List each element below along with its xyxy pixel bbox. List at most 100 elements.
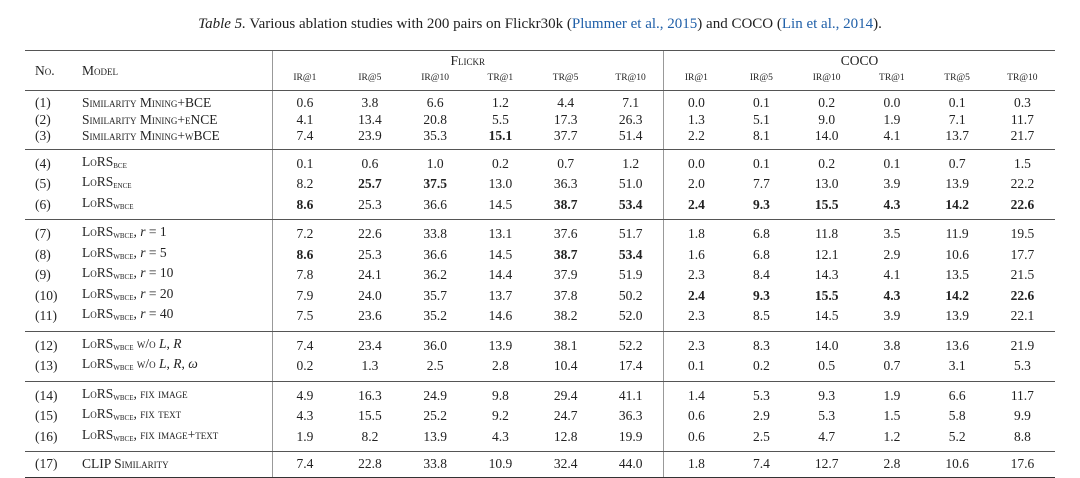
value: 14.5 — [488, 246, 513, 262]
coco-value-cell: 11.7 — [990, 112, 1055, 129]
flickr-value-cell: 7.4 — [271, 128, 338, 150]
model-name-part: , — [133, 285, 141, 301]
table-row: (3) Similarity Mining+wBCE 7.4 23.9 35.3 15.1… — [25, 128, 1055, 150]
model-name-part: r — [140, 306, 146, 321]
value: 36.3 — [553, 176, 578, 191]
coco-value-cell: 2.4 — [662, 285, 729, 306]
value: 3.5 — [883, 226, 901, 241]
best-value: 38.7 — [553, 196, 578, 212]
value: 0.6 — [296, 95, 314, 110]
coco-value-cell: 13.9 — [924, 306, 990, 332]
model-name: Similarity Mining+eNCE — [82, 112, 272, 129]
model-name-part: w/o — [133, 356, 159, 371]
model-name-part: , — [133, 224, 141, 239]
coco-value-cell: 0.6 — [662, 406, 729, 427]
flickr-value-cell: 0.2 — [468, 149, 533, 174]
coco-value-cell: 5.3 — [794, 406, 859, 427]
coco-value-cell: 9.3 — [794, 381, 859, 406]
value: 19.5 — [1010, 226, 1035, 241]
value: 6.6 — [426, 95, 444, 110]
value: 36.0 — [423, 337, 447, 353]
flickr-value-cell: 7.9 — [271, 285, 338, 306]
model-name-part: wbce — [113, 433, 134, 444]
citation-link-plummer[interactable]: Plummer et al., 2015 — [571, 16, 698, 32]
model-name-part: LoRS — [82, 356, 114, 371]
coco-value-cell: 8.3 — [729, 331, 794, 356]
row-group: (4) LoRSbce 0.1 0.6 1.0 0.2 0.7 1.2 0.0 0.1 0.2 0.1… — [25, 149, 1055, 220]
value: 13.0 — [814, 176, 839, 191]
coco-value-cell: 21.7 — [989, 128, 1055, 150]
model-name: LoRSwbce w/o L, R, ω — [82, 356, 272, 382]
coco-value-cell: 0.0 — [662, 90, 729, 112]
flickr-value-cell: 25.3 — [337, 245, 402, 266]
flickr-value-cell: 6.6 — [403, 91, 468, 112]
flickr-value-cell: 12.8 — [533, 426, 599, 452]
flickr-value-cell: 8.6 — [271, 194, 338, 220]
value: 14.4 — [488, 267, 513, 282]
model-name-part: wbce — [113, 413, 134, 423]
model-name: LoRSwbce, r = 20 — [82, 286, 272, 307]
value: 1.2 — [883, 428, 901, 444]
best-value: 22.6 — [1010, 196, 1035, 212]
coco-value-cell: 4.3 — [859, 286, 924, 307]
flickr-value-cell: 13.9 — [468, 331, 533, 356]
value: 5.5 — [491, 111, 509, 127]
flickr-value-cell: 32.4 — [533, 451, 599, 478]
value: 24.7 — [553, 408, 578, 423]
coco-value-cell: 8.4 — [729, 265, 794, 286]
value: 4.1 — [883, 267, 901, 282]
value: 0.0 — [687, 155, 705, 171]
flickr-value-cell: 51.7 — [598, 220, 663, 245]
coco-value-cell: 4.1 — [859, 265, 924, 286]
value: 2.5 — [752, 428, 770, 444]
flickr-value-cell: 4.3 — [467, 426, 533, 452]
value: 14.3 — [814, 267, 839, 282]
model-name-part: wbce — [113, 272, 134, 282]
flickr-value-cell: 4.4 — [533, 91, 598, 112]
value: 14.0 — [814, 128, 839, 143]
value: 10.6 — [945, 456, 969, 471]
table-row: (6) LoRSwbce 8.6 25.3 36.6 14.5 38.7 53.4 2.4 9.3… — [25, 194, 1055, 220]
flickr-value-cell: 20.8 — [403, 112, 468, 129]
table-row: (9) LoRSwbce, r = 10 7.8 24.1 36.2 14.4 37.9 51… — [25, 265, 1055, 286]
best-value: 14.2 — [945, 196, 969, 212]
value: 25.3 — [358, 196, 382, 212]
model-name-part: r — [140, 244, 146, 260]
value: 1.3 — [361, 358, 379, 373]
coco-value-cell: 0.2 — [794, 149, 859, 174]
header-metric: TR@1 — [859, 69, 925, 91]
citation-link-lin[interactable]: Lin et al., 2014 — [781, 16, 874, 32]
value: 8.1 — [752, 128, 770, 143]
value: 23.4 — [358, 337, 382, 353]
coco-value-cell: 7.7 — [729, 174, 794, 195]
value: 5.3 — [1013, 358, 1031, 373]
value: 12.1 — [814, 246, 839, 262]
flickr-value-cell: 9.2 — [468, 406, 533, 427]
value: 0.3 — [1013, 95, 1031, 110]
value: 1.5 — [883, 408, 901, 423]
best-value: 15.5 — [814, 287, 839, 303]
coco-value-cell: 6.8 — [729, 220, 794, 245]
model-name: Similarity Mining+BCE — [82, 91, 272, 112]
model-name-part: = 1 — [145, 224, 167, 239]
best-value: 2.4 — [687, 287, 705, 303]
value: 4.3 — [296, 408, 314, 423]
flickr-value-cell: 23.9 — [337, 128, 403, 150]
value: 24.0 — [358, 287, 382, 303]
header-no: No. — [25, 50, 82, 91]
row-group: (7) LoRSwbce, r = 1 7.2 22.6 33.8 13.1 37.6 51.… — [25, 219, 1055, 332]
value: 1.5 — [1013, 155, 1031, 171]
model-name-part: = 20 — [145, 285, 174, 301]
coco-value-cell: 15.5 — [794, 194, 860, 220]
coco-value-cell: 10.6 — [925, 245, 990, 266]
flickr-value-cell: 35.7 — [403, 286, 468, 307]
coco-value-cell: 5.3 — [989, 356, 1055, 382]
value: 2.8 — [491, 358, 509, 373]
value: 3.1 — [948, 358, 966, 373]
value: 52.0 — [618, 308, 643, 323]
coco-value-cell: 0.2 — [728, 356, 794, 382]
value: 8.8 — [1013, 428, 1031, 444]
flickr-value-cell: 14.5 — [468, 245, 533, 266]
model-name-part: LoRS — [82, 306, 114, 321]
flickr-value-cell: 13.1 — [468, 220, 533, 245]
